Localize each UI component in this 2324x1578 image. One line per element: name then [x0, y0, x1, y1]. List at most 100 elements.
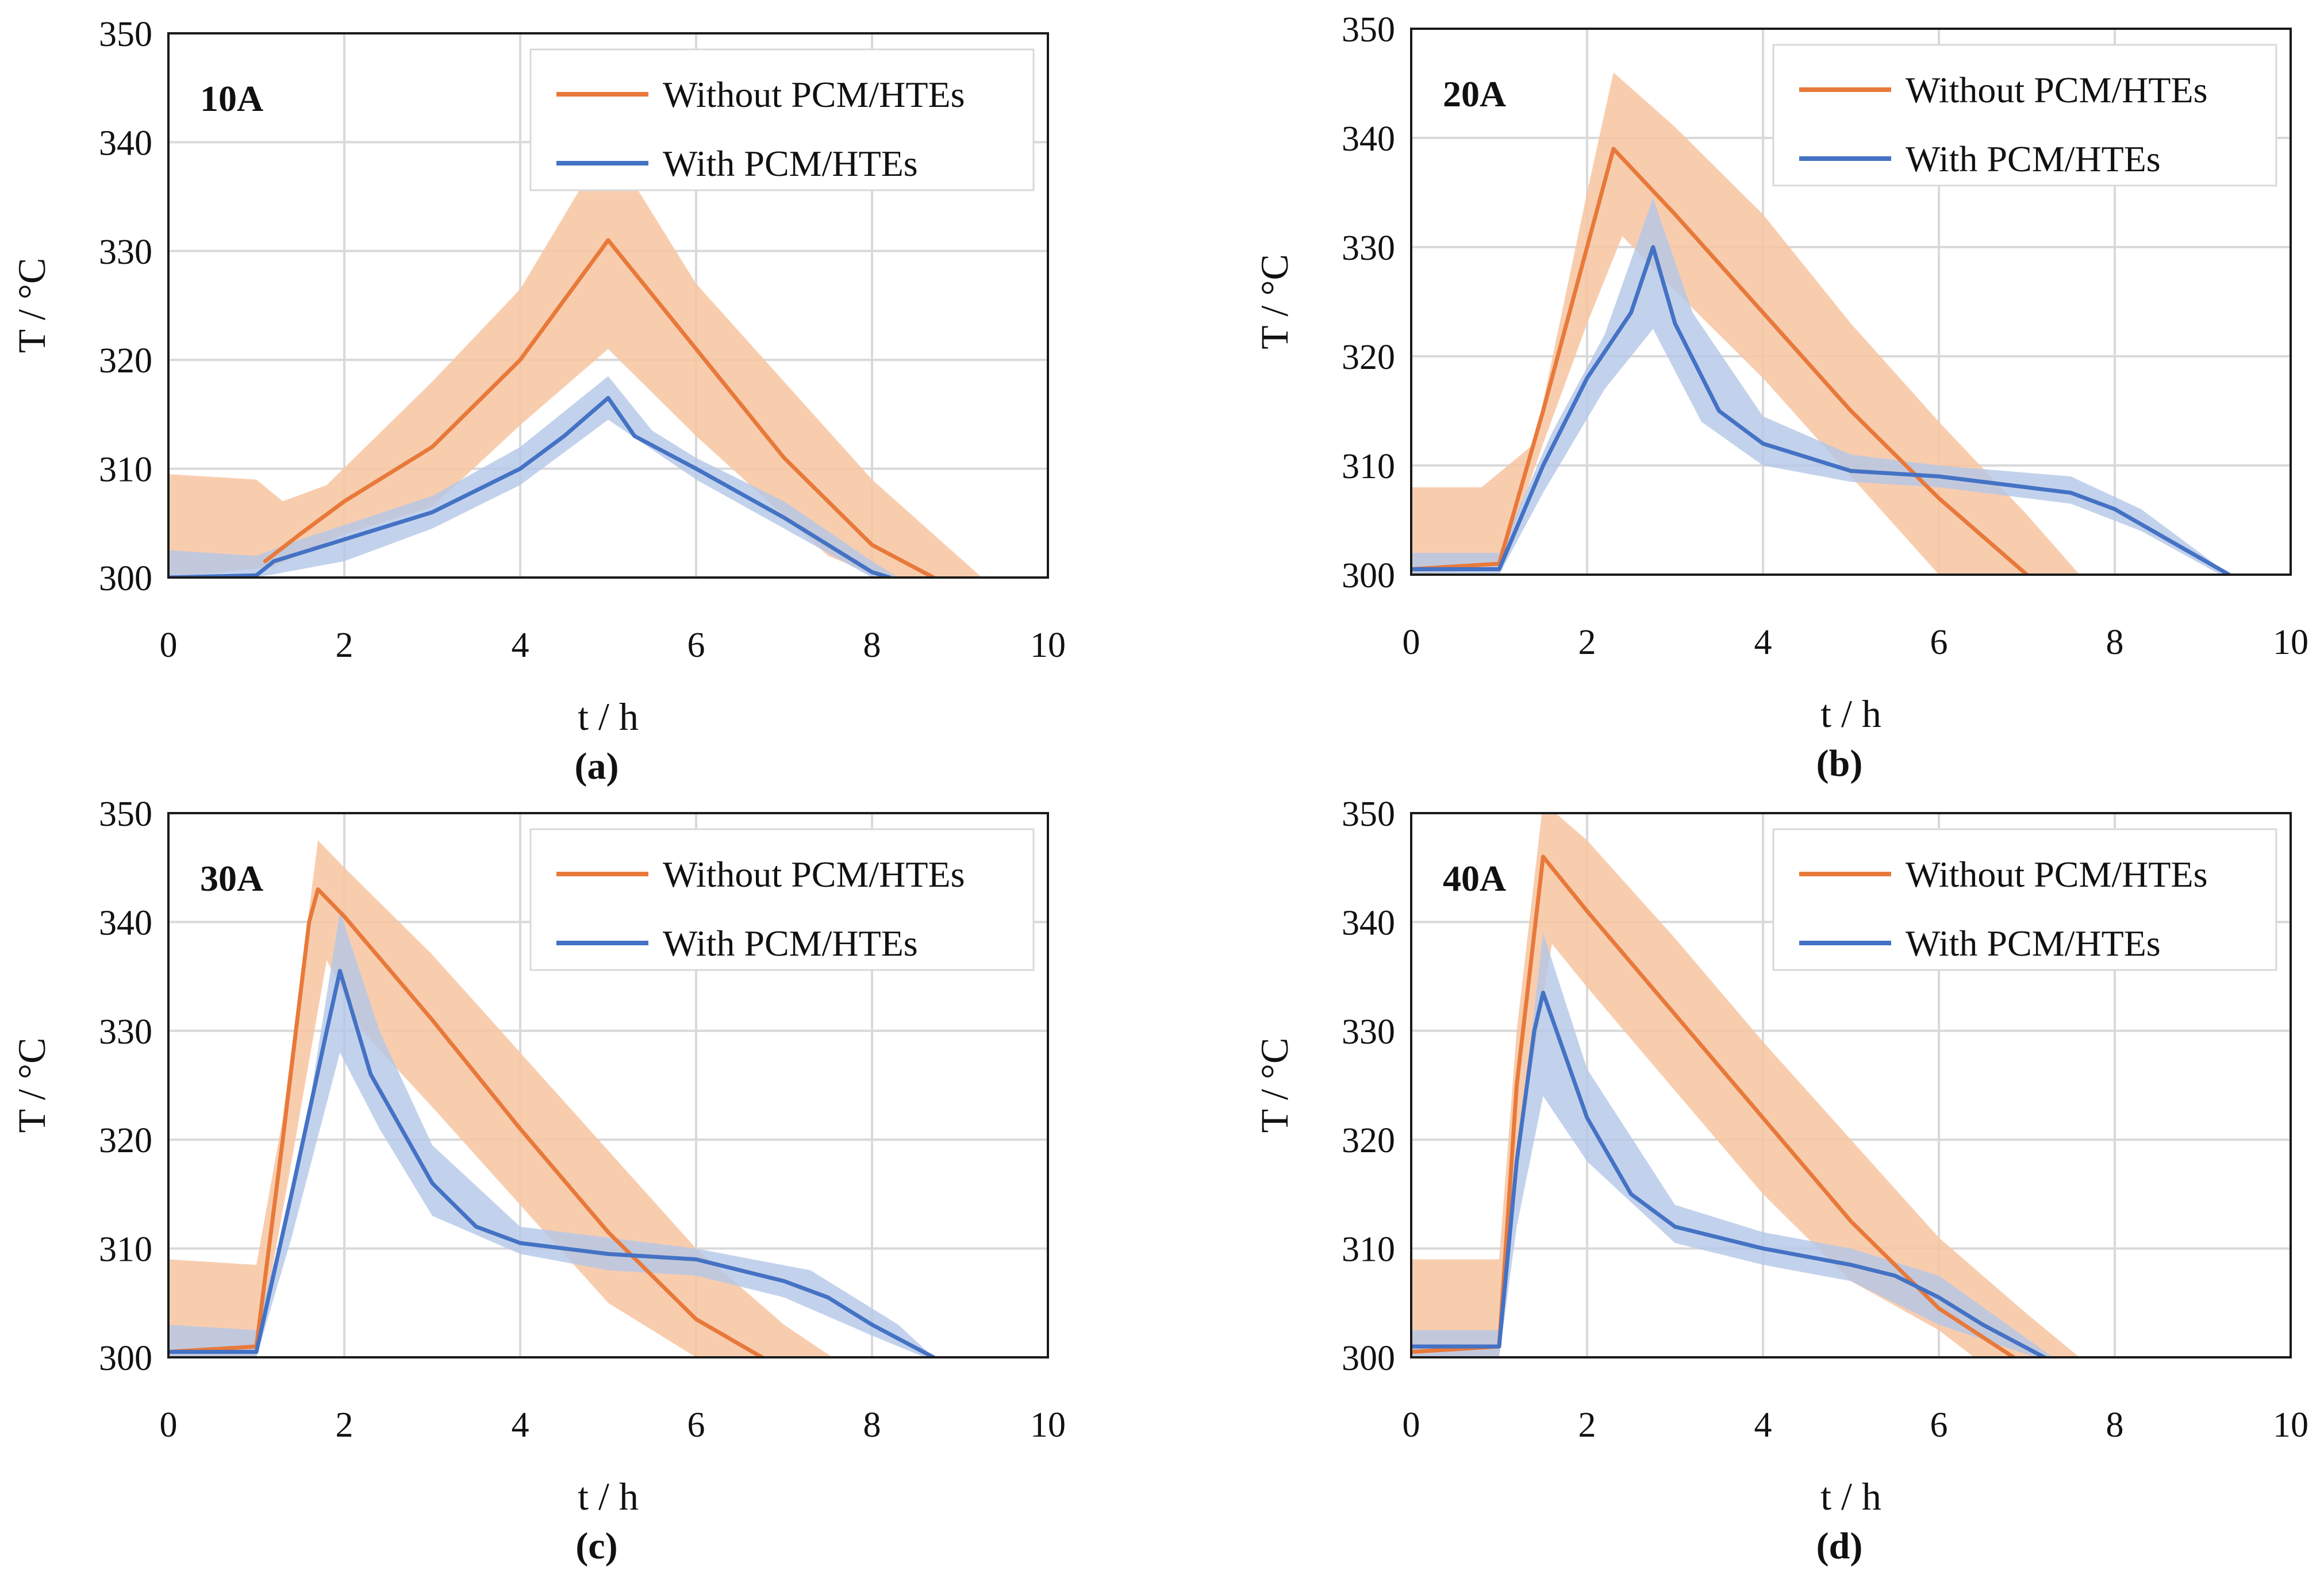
panel-d-x-tick-6: 6 — [1930, 1406, 1948, 1445]
panel-c-x-tick-2: 2 — [336, 1406, 354, 1445]
panel-c-legend-box — [529, 828, 1035, 971]
panel-b-y-axis-label: T / °C — [1253, 254, 1296, 349]
panel-b-y-tick-340: 340 — [1342, 120, 1395, 159]
panel-c-y-tick-labels: 300 310 320 330 340 350 — [99, 795, 152, 1378]
panel-a-x-tick-2: 2 — [336, 626, 354, 665]
panel-a-y-tick-340: 340 — [99, 124, 152, 163]
panel-d-y-tick-350: 350 — [1342, 795, 1395, 834]
panel-b-x-tick-4: 4 — [1754, 623, 1772, 662]
panel-d-plot-frame — [1410, 812, 2292, 1358]
panel-c-series-lines — [168, 887, 936, 1357]
panel-c-x-tick-10: 10 — [1030, 1406, 1066, 1445]
panel-a-x-tick-4: 4 — [512, 626, 529, 665]
panel-a-y-tick-labels: 300 310 320 330 340 350 — [99, 15, 152, 598]
panel-a-band-with — [168, 376, 898, 578]
panel-c-x-tick-labels: 0 2 4 6 8 10 — [160, 1406, 1066, 1445]
panel-d-x-tick-8: 8 — [2106, 1406, 2124, 1445]
panel-a-line-with — [168, 396, 892, 578]
panel-d-caption: (d) — [1816, 1525, 1863, 1567]
panel-a-legend-box — [529, 48, 1035, 191]
panel-b-legend-box — [1772, 44, 2277, 187]
panel-c-y-axis-label: T / °C — [10, 1038, 53, 1133]
panel-a-x-tick-labels: 0 2 4 6 8 10 — [160, 626, 1066, 665]
panel-b-plot-frame — [1410, 28, 2292, 576]
panel-d-legend-label-without: Without PCM/HTEs — [1906, 854, 2207, 895]
panel-a-y-tick-320: 320 — [99, 341, 152, 380]
panel-b-series-lines — [1411, 147, 2231, 575]
panel-a-x-tick-0: 0 — [160, 626, 178, 665]
panel-c-y-tick-320: 320 — [99, 1121, 152, 1160]
panel-a-y-tick-350: 350 — [99, 15, 152, 54]
panel-b-x-tick-8: 8 — [2106, 623, 2124, 662]
panel-b-band-without — [1411, 72, 2080, 575]
panel-a-series-lines — [168, 238, 936, 578]
panel-c-x-tick-8: 8 — [863, 1406, 881, 1445]
panel-c-plot-frame — [167, 812, 1049, 1358]
panel-a-x-tick-6: 6 — [687, 626, 705, 665]
panel-c-legend-label-without: Without PCM/HTEs — [663, 854, 965, 895]
panel-d-y-tick-330: 330 — [1342, 1013, 1395, 1052]
panel-b-legend-label-with: With PCM/HTEs — [1906, 138, 2161, 179]
panel-d-y-tick-310: 310 — [1342, 1230, 1395, 1269]
panel-b-y-tick-320: 320 — [1342, 338, 1395, 377]
panel-a-x-tick-10: 10 — [1030, 626, 1066, 665]
panel-c-y-tick-340: 340 — [99, 903, 152, 942]
panel-c-y-tick-330: 330 — [99, 1013, 152, 1052]
panel-d-legend-box — [1772, 828, 2277, 971]
panel-b-x-tick-2: 2 — [1578, 623, 1596, 662]
panel-b-y-tick-330: 330 — [1342, 229, 1395, 268]
panel-a-confidence-bands — [168, 142, 982, 578]
panel-b-confidence-bands — [1411, 72, 2229, 575]
panel-d-y-tick-labels: 300 310 320 330 340 350 — [1342, 795, 1395, 1378]
panel-b-line-with — [1411, 245, 2231, 575]
panel-c-legend: Without PCM/HTEs With PCM/HTEs — [529, 828, 1035, 971]
panel-d-band-with — [1411, 933, 2053, 1357]
panel-d-x-tick-labels: 0 2 4 6 8 10 — [1403, 1406, 2309, 1445]
panel-c-y-tick-300: 300 — [99, 1339, 152, 1378]
panel-b-caption: (b) — [1816, 742, 1863, 784]
panel-c-y-tick-350: 350 — [99, 795, 152, 834]
panel-c-x-axis-label: t / h — [578, 1475, 639, 1518]
panel-d-y-tick-300: 300 — [1342, 1339, 1395, 1378]
panel-b-line-without — [1411, 147, 2029, 575]
panel-a-legend-label-with: With PCM/HTEs — [663, 143, 918, 184]
panel-d-legend-label-with: With PCM/HTEs — [1906, 923, 2161, 964]
panel-b-y-tick-300: 300 — [1342, 556, 1395, 595]
panel-a-plot-frame — [167, 32, 1049, 579]
panel-c-line-with — [168, 969, 936, 1357]
panel-a-y-tick-310: 310 — [99, 451, 152, 490]
panel-d-confidence-bands — [1411, 812, 2080, 1357]
panel-d-line-without — [1411, 855, 2016, 1357]
panel-a-current-label: 10A — [200, 78, 263, 119]
panel-d-current-label: 40A — [1443, 858, 1506, 899]
panel-b-y-tick-labels: 300 310 320 330 340 350 — [1342, 10, 1395, 595]
panel-a-band-without — [168, 142, 982, 578]
panel-c-band-with — [168, 911, 934, 1357]
panel-d-x-tick-10: 10 — [2273, 1406, 2308, 1445]
panel-b-x-tick-10: 10 — [2273, 623, 2308, 662]
panel-d-x-tick-2: 2 — [1578, 1406, 1596, 1445]
panel-d-x-axis-label: t / h — [1820, 1475, 1881, 1518]
panel-c-legend-label-with: With PCM/HTEs — [663, 923, 918, 964]
panel-d-y-tick-340: 340 — [1342, 903, 1395, 942]
panel-c-x-tick-4: 4 — [512, 1406, 529, 1445]
panel-a-caption: (a) — [575, 745, 619, 787]
panel-c-current-label: 30A — [200, 858, 263, 899]
panel-b-legend: Without PCM/HTEs With PCM/HTEs — [1772, 44, 2277, 187]
panel-c-x-tick-0: 0 — [160, 1406, 178, 1445]
panel-b-y-tick-350: 350 — [1342, 10, 1395, 49]
panel-b-current-label: 20A — [1443, 74, 1506, 114]
panel-b-x-tick-labels: 0 2 4 6 8 10 — [1403, 623, 2309, 662]
panel-a-legend-label-without: Without PCM/HTEs — [663, 74, 965, 115]
panel-a-line-without — [263, 238, 936, 578]
panel-a-y-axis-label: T / °C — [10, 258, 53, 353]
panel-d-y-tick-320: 320 — [1342, 1121, 1395, 1160]
panel-b-y-tick-310: 310 — [1342, 447, 1395, 486]
panel-b-x-axis-label: t / h — [1820, 692, 1881, 736]
panel-b-x-tick-0: 0 — [1403, 623, 1420, 662]
panel-d-x-tick-0: 0 — [1403, 1406, 1420, 1445]
